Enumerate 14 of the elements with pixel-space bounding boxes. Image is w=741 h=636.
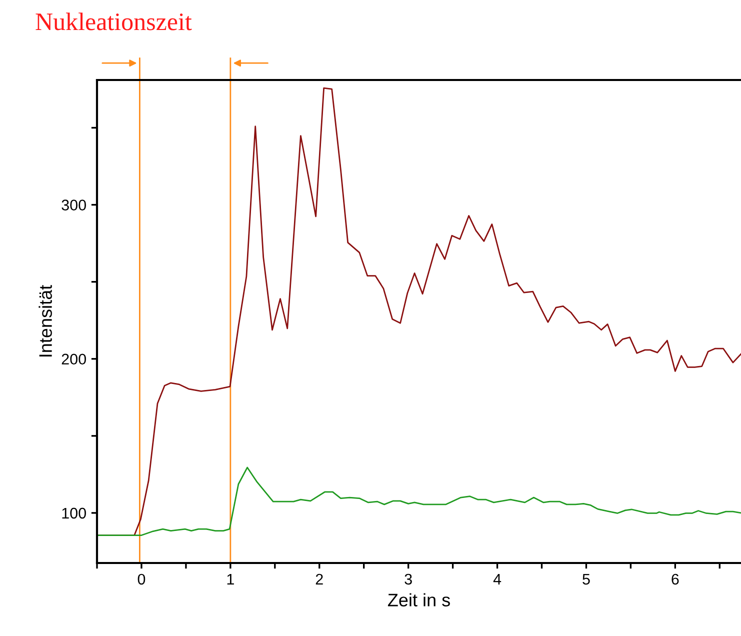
x-tick-label: 1 bbox=[227, 574, 234, 584]
chart-title: Nukleationszeit bbox=[36, 12, 192, 30]
y-tick-label: 100 bbox=[62, 508, 86, 519]
y-tick-label: 300 bbox=[62, 200, 86, 210]
x-axis-title: Zeit in s bbox=[388, 593, 450, 606]
x-tick-label: 0 bbox=[138, 574, 146, 585]
x-tick-label: 3 bbox=[404, 574, 412, 585]
x-tick-label: 5 bbox=[582, 574, 590, 585]
x-tick-label: 6 bbox=[672, 574, 679, 585]
line-series bbox=[97, 466, 741, 536]
y-tick-label: 200 bbox=[62, 354, 86, 365]
x-tick-label: 2 bbox=[316, 574, 323, 584]
x-tick-label: 4 bbox=[493, 574, 502, 584]
y-axis-title: Intensität bbox=[38, 284, 52, 356]
